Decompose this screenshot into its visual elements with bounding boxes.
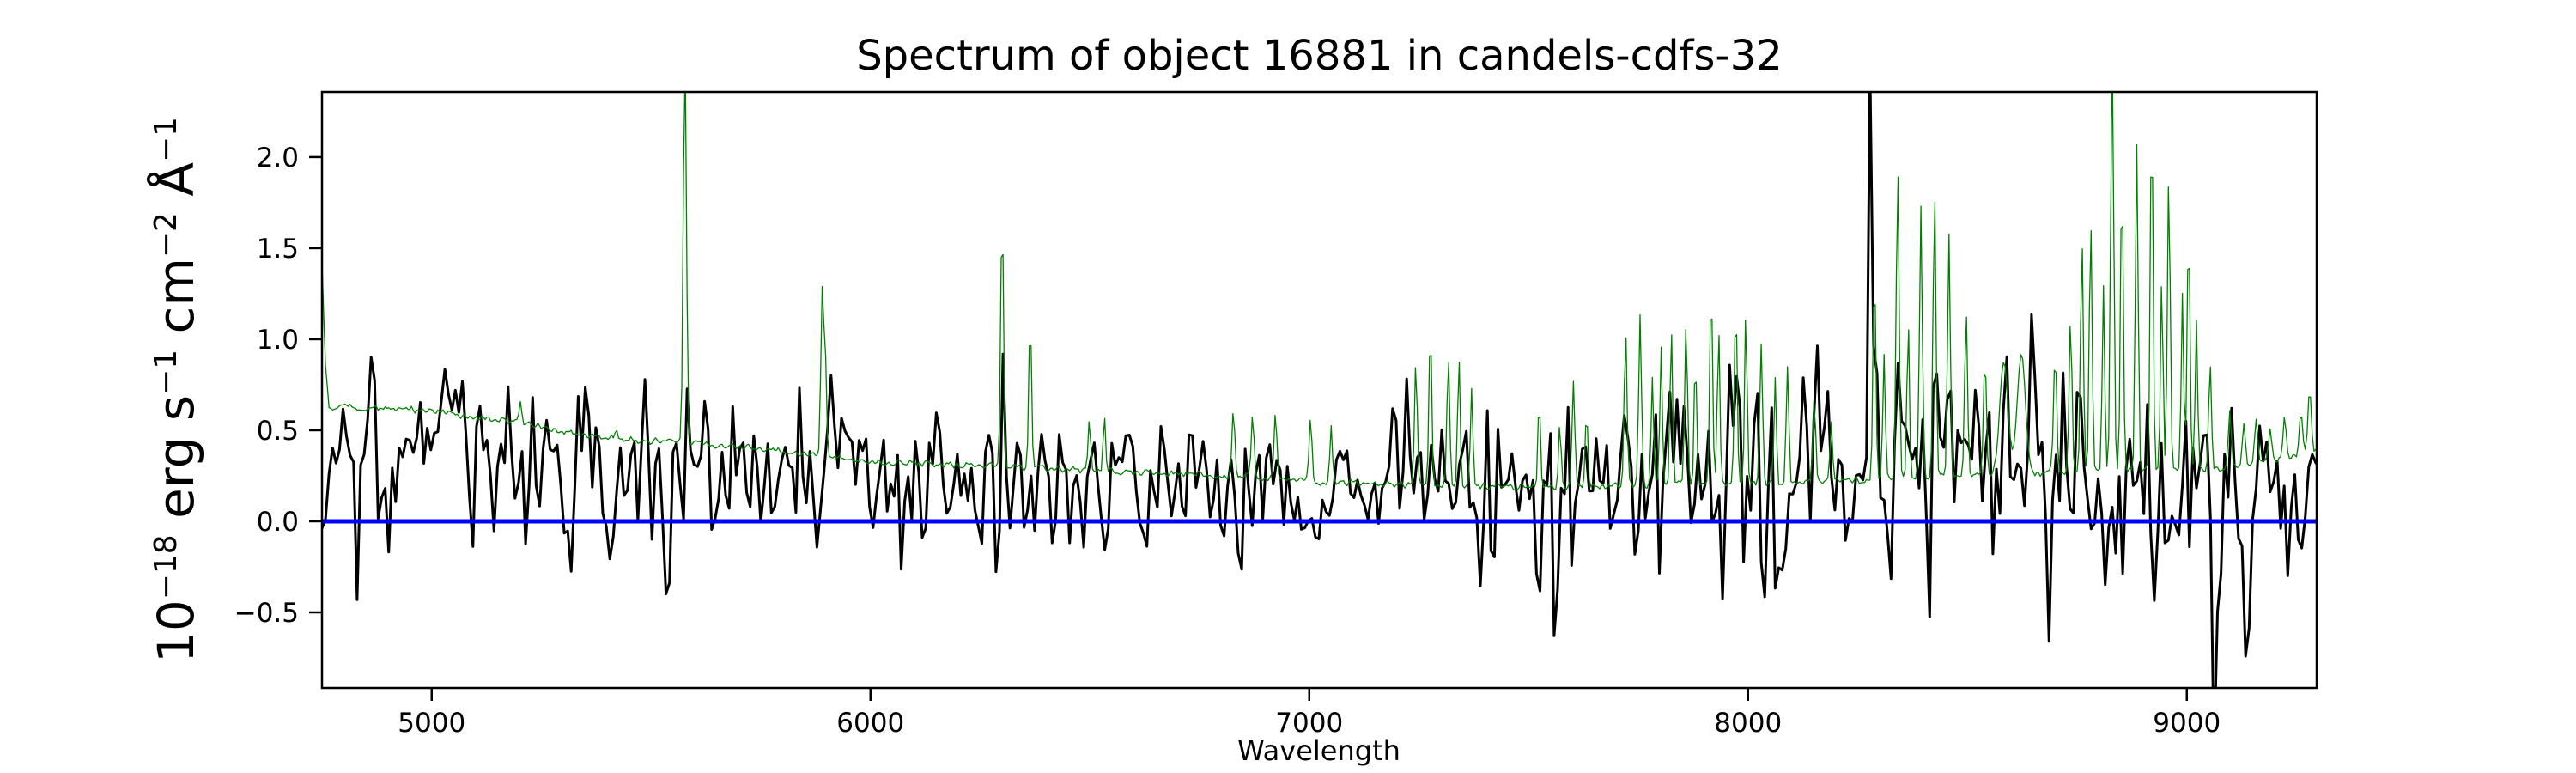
y-tick-label: −0.5 — [234, 598, 299, 629]
noise-spectrum-line — [322, 92, 2317, 491]
x-tick-label: 9000 — [2153, 708, 2221, 739]
x-axis-label: Wavelength — [1237, 734, 1400, 767]
y-tick-label: 2.0 — [257, 143, 299, 173]
x-tick-label: 6000 — [836, 708, 904, 739]
y-tick-label: 0.0 — [257, 507, 299, 538]
x-tick-label: 5000 — [398, 708, 465, 739]
plot-area-frame — [320, 90, 2318, 690]
axis-ticks-group: 5000 6000 7000 8000 9000 −0.5 0.0 0.5 1.0 1.5 2.0 — [234, 143, 2221, 739]
flux-spectrum-line — [322, 92, 2317, 688]
y-tick-label: 0.5 — [257, 416, 299, 447]
y-tick-label: 1.0 — [257, 325, 299, 356]
data-series-group — [322, 92, 2317, 688]
plot-title: Spectrum of object 16881 in candels-cdfs… — [856, 32, 1783, 80]
y-tick-label: 1.5 — [257, 234, 299, 265]
x-tick-label: 8000 — [1714, 708, 1782, 739]
x-tick-label: 7000 — [1275, 708, 1343, 739]
